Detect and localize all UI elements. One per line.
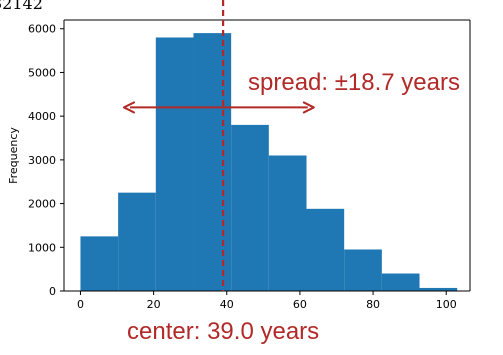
x-tick-label: 40 xyxy=(220,298,234,311)
histogram-bar-5 xyxy=(231,124,269,291)
spread-annotation-label: spread: ±18.7 years xyxy=(248,69,460,96)
histogram-bar-3 xyxy=(155,37,194,291)
x-tick-label: 0 xyxy=(77,298,84,311)
y-tick-label: 4000 xyxy=(28,110,56,123)
x-tick-label: 20 xyxy=(147,298,161,311)
spread-arrow-right-head xyxy=(302,101,315,114)
top-clipped-text: 32142 xyxy=(0,0,43,13)
histogram-bar-9 xyxy=(381,273,420,291)
x-tick-label: 80 xyxy=(366,298,380,311)
y-tick-label: 5000 xyxy=(28,66,56,79)
histogram-bar-10 xyxy=(419,287,458,291)
annotations: center: 39.0 years spread: ±18.7 years xyxy=(122,0,460,345)
y-tick-label: 0 xyxy=(49,285,56,298)
y-tick-label: 3000 xyxy=(28,154,56,167)
ticks: 0 1000 2000 3000 4000 5000 6000 0 20 40 60 80 100 Fre… xyxy=(7,23,457,311)
histogram-bar-2 xyxy=(118,192,156,291)
histogram-bars xyxy=(80,33,458,291)
histogram-bar-7 xyxy=(306,208,345,291)
x-tick-label: 60 xyxy=(293,298,307,311)
axes xyxy=(63,19,471,292)
histogram-bar-8 xyxy=(344,249,382,291)
center-annotation-label: center: 39.0 years xyxy=(127,318,319,345)
histogram-bar-1 xyxy=(80,236,119,291)
y-tick-label: 2000 xyxy=(28,198,56,211)
y-axis-label: Frequency xyxy=(7,127,20,184)
histogram-bar-4 xyxy=(193,33,232,291)
spread-arrow-left-head xyxy=(122,101,135,114)
histogram-bar-6 xyxy=(268,155,307,291)
y-tick-label: 6000 xyxy=(28,23,56,36)
y-tick-label: 1000 xyxy=(28,241,56,254)
x-tick-label: 100 xyxy=(436,298,457,311)
